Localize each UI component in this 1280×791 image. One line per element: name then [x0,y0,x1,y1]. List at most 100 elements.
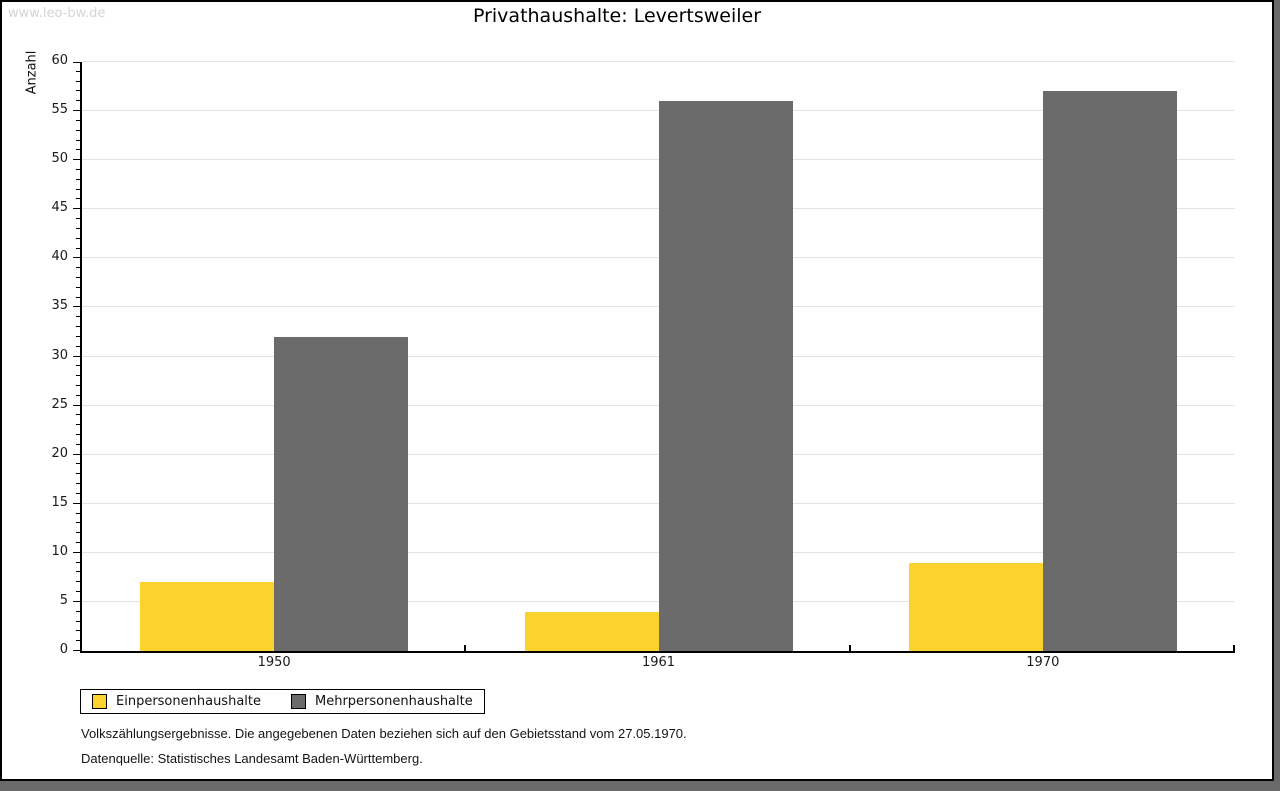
y-minor-tick [76,483,80,485]
y-minor-tick [76,620,80,622]
x-boundary-tick [1233,645,1235,651]
y-major-tick [73,551,80,553]
y-tick-label: 25 [51,396,68,412]
y-minor-tick [76,640,80,642]
legend-swatch-yellow [92,694,107,709]
y-minor-tick [76,345,80,347]
y-minor-tick [76,168,80,170]
y-major-tick [73,600,80,602]
y-minor-tick [76,90,80,92]
x-tick-label: 1970 [1026,655,1060,670]
y-minor-tick [76,335,80,337]
y-tick-label: 30 [51,347,68,363]
y-tick-label: 40 [51,249,68,265]
y-minor-tick [76,424,80,426]
bar-einpersonenhaushalte-1970 [908,562,1043,651]
y-minor-tick [76,237,80,239]
legend-label: Einpersonenhaushalte [116,694,261,709]
y-minor-tick [76,473,80,475]
y-minor-tick [76,394,80,396]
y-major-tick [73,404,80,406]
y-tick-label: 0 [59,642,68,657]
y-major-tick [73,110,80,112]
y-minor-tick [76,316,80,318]
y-minor-tick [76,188,80,190]
y-minor-tick [76,375,80,377]
y-tick-label: 35 [51,298,68,314]
y-tick-label: 10 [51,543,68,559]
y-minor-tick [76,492,80,494]
y-minor-tick [76,561,80,563]
x-tick-label: 1961 [641,655,676,670]
y-minor-tick [76,610,80,612]
legend: Einpersonenhaushalte Mehrpersonenhaushal… [80,689,485,714]
x-boundary-tick [464,645,467,651]
y-minor-tick [76,532,80,534]
y-minor-tick [76,512,80,514]
watermark-text: www.leo-bw.de [8,6,106,21]
y-minor-tick [76,267,80,269]
y-minor-tick [76,296,80,298]
y-minor-tick [76,542,80,544]
y-minor-tick [76,286,80,288]
y-axis-title: Anzahl [24,50,40,95]
y-major-tick [73,208,80,210]
y-minor-tick [76,443,80,445]
y-tick-label: 15 [51,494,68,510]
y-minor-tick [76,522,80,524]
y-minor-tick [76,463,80,465]
y-minor-tick [76,149,80,151]
y-minor-tick [76,591,80,593]
y-minor-tick [76,100,80,102]
legend-swatch-gray [291,694,306,709]
chart-title: Privathaushalte: Levertsweiler [472,5,762,27]
y-major-tick [73,650,80,651]
y-major-tick [73,62,80,63]
y-minor-tick [76,384,80,386]
y-major-tick [73,306,80,308]
y-minor-tick [76,326,80,328]
footnote-line-2: Datenquelle: Statistisches Landesamt Bad… [81,751,423,766]
y-minor-tick [76,365,80,367]
y-minor-tick [76,80,80,82]
y-minor-tick [76,198,80,200]
y-tick-label: 50 [51,151,68,167]
y-minor-tick [76,630,80,632]
bar-mehrpersonenhaushalte-1970 [1042,91,1177,651]
bar-einpersonenhaushalte-1950 [140,582,275,651]
y-tick-label: 45 [51,200,68,216]
y-minor-tick [76,276,80,278]
y-minor-tick [76,434,80,436]
legend-label: Mehrpersonenhaushalte [315,694,473,709]
x-tick-label: 1950 [257,655,291,670]
gridline [82,61,1235,62]
y-major-tick [73,159,80,161]
y-minor-tick [76,139,80,141]
y-major-tick [73,502,80,504]
bar-mehrpersonenhaushalte-1961 [658,101,793,651]
y-minor-tick [76,178,80,180]
y-major-tick [73,453,80,455]
plot-area: 0 5 10 15 20 25 30 35 40 45 50 55 60 1950 1961 1970 [51,53,1235,670]
y-tick-label: 60 [51,53,68,68]
y-minor-tick [76,247,80,249]
y-minor-tick [76,119,80,121]
y-minor-tick [76,581,80,583]
y-minor-tick [76,571,80,573]
y-tick-label: 20 [51,445,68,461]
footnote-line-1: Volkszählungsergebnisse. Die angegebenen… [81,726,687,741]
y-minor-tick [76,227,80,229]
y-tick-label: 5 [59,592,68,608]
y-minor-tick [76,70,80,72]
bar-mehrpersonenhaushalte-1950 [274,336,409,651]
y-tick-label: 55 [51,102,68,118]
legend-item-mehrpersonenhaushalte: Mehrpersonenhaushalte [291,694,473,709]
bar-einpersonenhaushalte-1961 [524,611,659,651]
legend-item-einpersonenhaushalte: Einpersonenhaushalte [92,694,261,709]
y-major-tick [73,355,80,357]
y-minor-tick [76,129,80,131]
y-major-tick [73,257,80,259]
x-boundary-tick [848,645,851,651]
y-minor-tick [76,218,80,220]
